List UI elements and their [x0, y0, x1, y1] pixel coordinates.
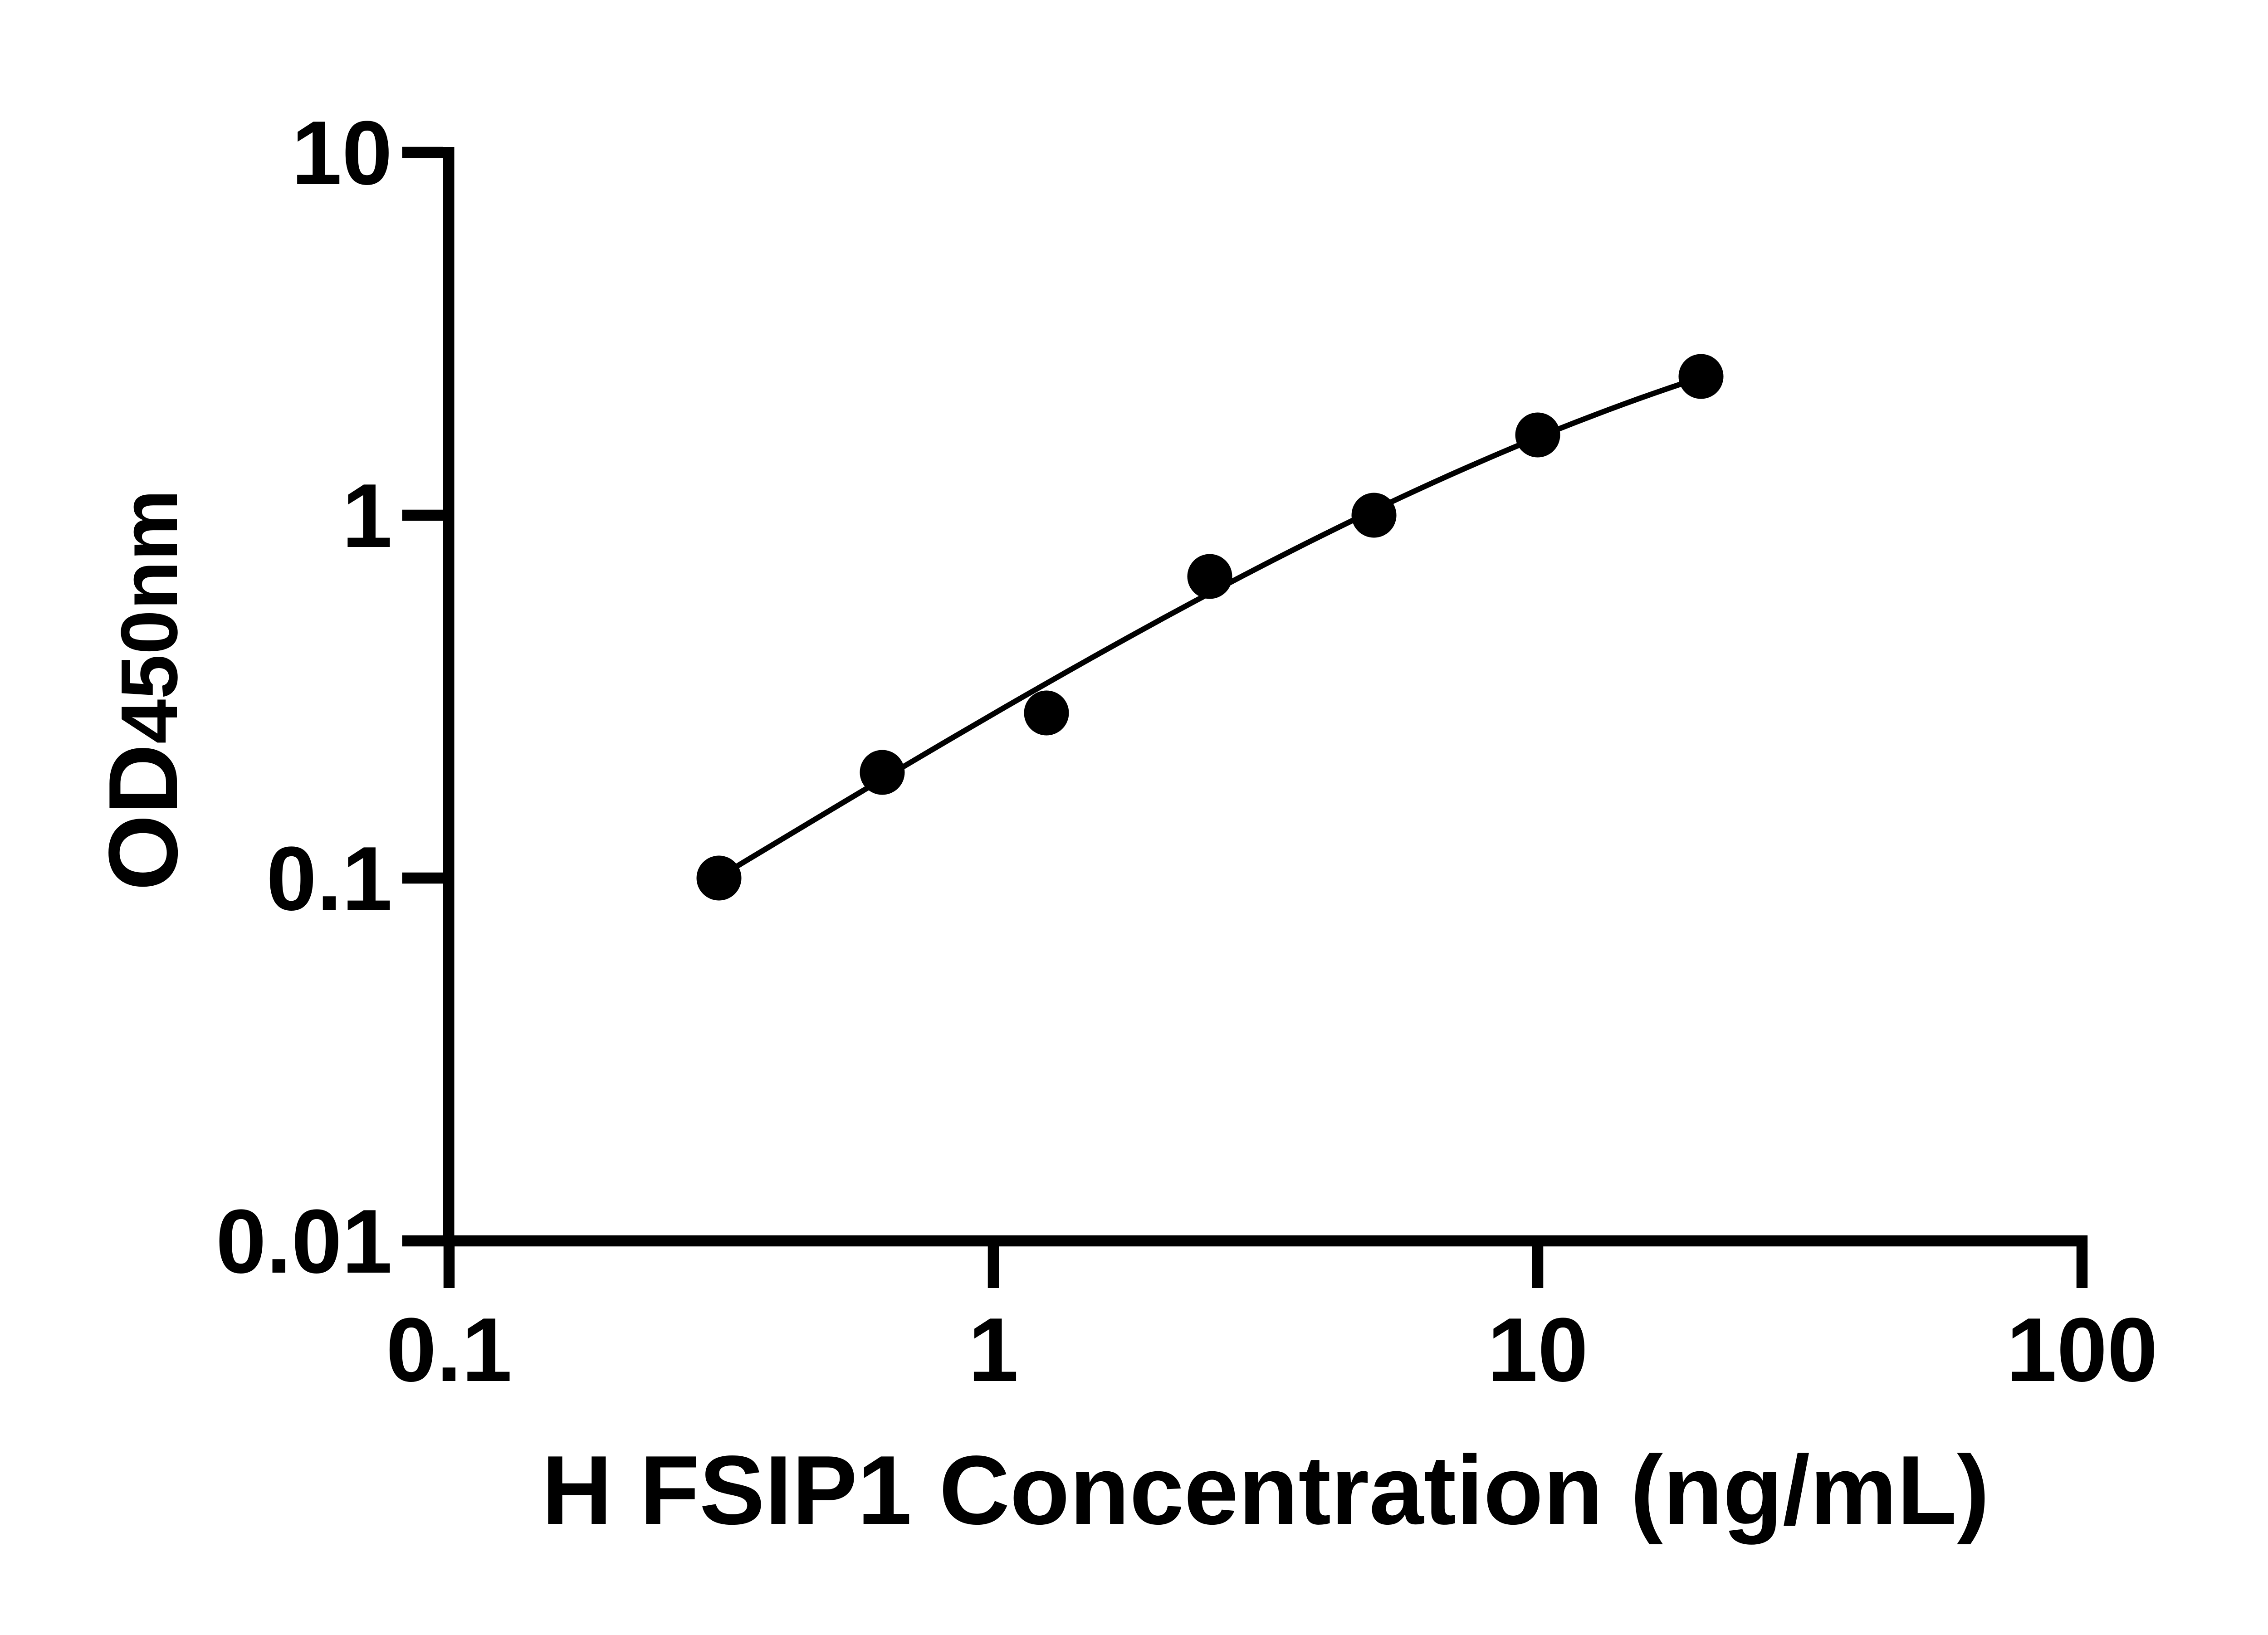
svg-text:100: 100 [2006, 1299, 2158, 1401]
svg-text:0.1: 0.1 [386, 1299, 512, 1401]
svg-text:OD450nm: OD450nm [88, 489, 198, 891]
svg-text:0.1: 0.1 [266, 828, 392, 929]
svg-text:H FSIP1 Concentration (ng/mL): H FSIP1 Concentration (ng/mL) [542, 1435, 1989, 1545]
svg-text:1: 1 [968, 1299, 1018, 1401]
svg-text:10: 10 [1487, 1299, 1588, 1401]
svg-text:1: 1 [342, 465, 392, 566]
svg-text:10: 10 [292, 102, 392, 204]
svg-text:0.01: 0.01 [216, 1191, 392, 1292]
